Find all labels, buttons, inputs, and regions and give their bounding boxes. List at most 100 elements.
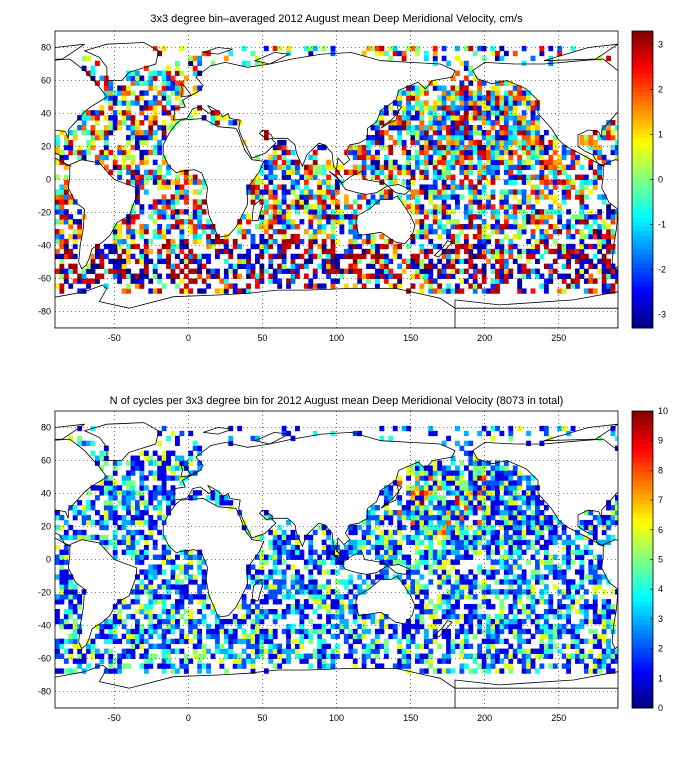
bin-cell (166, 199, 171, 205)
bin-cell (486, 130, 491, 136)
bin-cell (508, 604, 514, 610)
bin-cell (143, 134, 149, 141)
bin-cell (543, 219, 549, 225)
bin-cell (472, 539, 478, 546)
bin-cell (606, 224, 611, 230)
colorbar-step (632, 318, 653, 324)
bin-cell (130, 159, 136, 166)
bin-cell (370, 253, 376, 260)
bin-cell (95, 455, 100, 461)
bin-cell (517, 125, 523, 131)
bin-cell (277, 283, 283, 289)
bin-cell (121, 219, 127, 225)
bin-cell (477, 45, 483, 52)
bin-cell (277, 569, 283, 575)
bin-cell (201, 569, 207, 575)
bin-cell (312, 623, 318, 630)
bin-cell (130, 470, 136, 476)
bin-cell (517, 623, 523, 630)
bin-cell (366, 204, 371, 210)
bin-cell (143, 505, 149, 511)
bin-cell (543, 179, 549, 185)
bin-cell (139, 480, 145, 486)
bin-cell (406, 584, 411, 590)
bin-cell (486, 569, 491, 575)
bin-cell (352, 164, 358, 170)
bin-cell (335, 549, 340, 555)
bin-cell (281, 544, 287, 550)
bin-cell (508, 534, 514, 541)
bin-cell (161, 653, 167, 659)
bin-cell (81, 534, 87, 541)
bin-cell (90, 125, 96, 131)
bin-cell (561, 224, 567, 230)
bin-cell (335, 253, 340, 260)
bin-cell (166, 584, 171, 590)
bin-cell (206, 663, 211, 669)
bin-cell (357, 268, 363, 274)
bin-cell (423, 594, 429, 600)
bin-cell (401, 144, 407, 151)
bin-cell (486, 584, 491, 590)
bin-cell (517, 283, 523, 289)
bin-cell (610, 273, 616, 279)
bin-cell (508, 134, 514, 141)
bin-cell (441, 559, 447, 565)
bin-cell (383, 144, 389, 151)
bin-cell (463, 549, 469, 555)
bin-cell (166, 658, 171, 664)
bin-cell (308, 579, 314, 585)
bin-cell (548, 278, 554, 284)
bin-cell (357, 524, 363, 531)
bin-cell (179, 599, 185, 605)
colorbar-step (632, 309, 653, 315)
bin-cell (63, 589, 69, 595)
bin-cell (499, 589, 505, 595)
bin-cell (401, 554, 407, 560)
bin-cell (259, 209, 265, 215)
bin-cell (210, 609, 216, 615)
bin-cell (450, 115, 456, 121)
bin-cell (143, 604, 149, 610)
bin-cell (99, 105, 105, 111)
bin-cell (428, 564, 434, 570)
bin-cell (415, 594, 420, 600)
bin-cell (423, 505, 429, 511)
bin-cell (259, 238, 265, 245)
bin-cell (508, 514, 514, 521)
bin-cell (63, 549, 69, 555)
bin-cell (463, 450, 469, 456)
bin-cell (108, 149, 114, 156)
bin-cell (508, 549, 514, 555)
bin-cell (161, 134, 167, 141)
bin-cell (526, 100, 531, 106)
bin-cell (468, 480, 474, 486)
bin-cell (286, 564, 291, 570)
bin-cell (63, 174, 69, 180)
bin-cell (277, 579, 283, 585)
bin-cell (406, 589, 411, 595)
bin-cell (383, 549, 389, 555)
bin-cell (401, 139, 407, 146)
bin-cell (130, 130, 136, 136)
bin-cell (126, 169, 131, 175)
bin-cell (432, 263, 438, 269)
bin-cell (499, 638, 505, 645)
bin-cell (606, 55, 611, 62)
bin-cell (161, 243, 167, 250)
bin-cell (103, 544, 109, 550)
bin-cell (335, 623, 340, 630)
bin-cell (95, 120, 100, 126)
bin-cell (477, 584, 483, 590)
bin-cell (437, 658, 443, 664)
bin-cell (366, 653, 371, 659)
bin-cell (481, 169, 487, 175)
bin-cell (103, 480, 109, 486)
bin-cell (459, 643, 465, 649)
bin-cell (192, 445, 198, 451)
bin-cell (583, 179, 589, 185)
bin-cell (281, 609, 287, 615)
bin-cell (281, 199, 287, 205)
bin-cell (272, 613, 278, 620)
bin-cell (463, 500, 469, 506)
